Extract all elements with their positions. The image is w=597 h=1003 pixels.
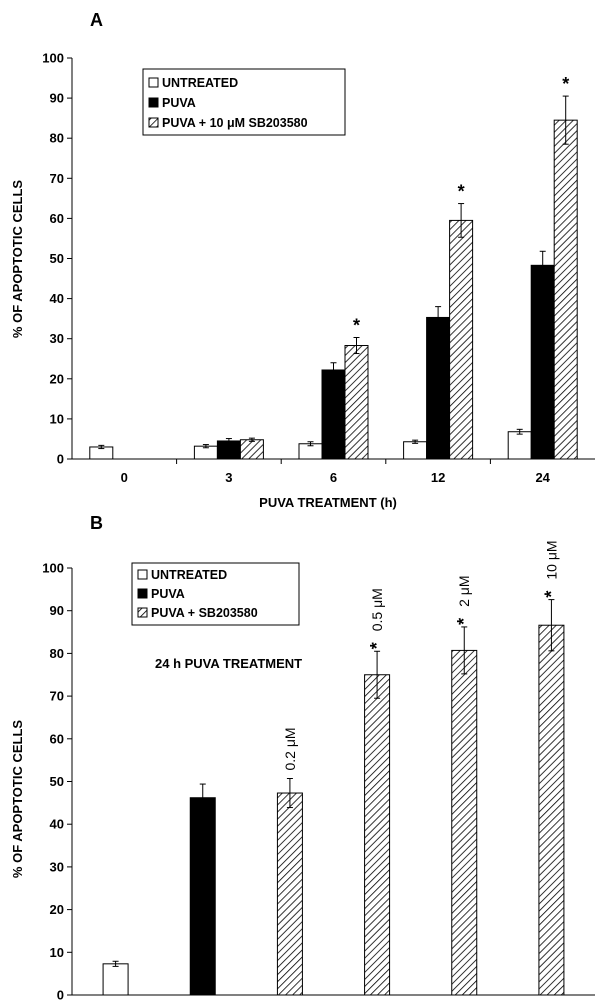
- bar-hatch-12: [449, 219, 474, 460]
- bar-white-24: [507, 431, 532, 460]
- y-tick-label: 50: [50, 774, 64, 789]
- concentration-label: 0.2 μM: [282, 727, 298, 770]
- y-tick-label: 40: [50, 291, 64, 306]
- legend-swatch-puva-sb: [148, 117, 159, 128]
- panel-b-letter: B: [90, 513, 103, 533]
- y-tick-label: 40: [50, 817, 64, 832]
- significance-star: *: [562, 74, 569, 94]
- legend-swatch-untreated: [148, 77, 159, 88]
- y-tick-label: 0: [57, 988, 64, 1003]
- y-tick-label: 20: [50, 371, 64, 386]
- bar-hatch-6: [344, 345, 369, 460]
- y-tick-label: 30: [50, 859, 64, 874]
- panel-a-axes: 0 10 20 30 40 50 60 70 80 90 100 0 3 6 12 24: [42, 51, 595, 485]
- bar-black-12: [426, 316, 451, 460]
- panel-b-axes: 0 10 20 30 40 50 60 70 80 90 100: [42, 561, 595, 1003]
- y-tick-label: 70: [50, 171, 64, 186]
- concentration-label: 2 μM: [456, 576, 472, 607]
- y-tick-label: 80: [50, 131, 64, 146]
- x-tick-label: 0: [121, 470, 128, 485]
- bar-black-6: [321, 369, 346, 460]
- bar-black-24: [530, 264, 555, 460]
- concentration-label: 0.5 μM: [369, 588, 385, 631]
- legend-label-puva-sb: PUVA + SB203580: [151, 606, 258, 620]
- y-tick-label: 0: [57, 452, 64, 467]
- panel-b-bars: 0.2 μM * 0.5 μM * 2 μM * 10 μM: [102, 540, 565, 996]
- panel-a-letter: A: [90, 10, 103, 30]
- panel-b-legend: UNTREATED PUVA PUVA + SB203580: [131, 562, 300, 626]
- legend-box: [142, 68, 346, 136]
- y-tick-label: 80: [50, 646, 64, 661]
- y-tick-label: 90: [50, 603, 64, 618]
- legend-label-puva: PUVA: [151, 587, 185, 601]
- bar-1: [189, 797, 216, 996]
- y-tick-label: 30: [50, 331, 64, 346]
- panel-b-annotation: 24 h PUVA TREATMENT: [155, 656, 302, 671]
- bar-5: [538, 624, 565, 996]
- x-tick-label: 6: [330, 470, 337, 485]
- y-tick-label: 20: [50, 902, 64, 917]
- x-tick-label: 24: [535, 470, 550, 485]
- legend-swatch-puva: [148, 97, 159, 108]
- significance-star: *: [353, 315, 360, 335]
- y-tick-label: 60: [50, 731, 64, 746]
- significance-star: *: [454, 618, 474, 625]
- bar-white-12: [403, 441, 428, 460]
- y-tick-label: 10: [50, 945, 64, 960]
- legend-label-puva-sb: PUVA + 10 μM SB203580: [162, 116, 308, 130]
- y-tick-label: 100: [42, 51, 64, 66]
- bar-4: [451, 649, 478, 996]
- y-tick-label: 60: [50, 211, 64, 226]
- bar-hatch-24: [553, 119, 578, 460]
- x-tick-label: 3: [225, 470, 232, 485]
- legend-swatch-puva-sb: [137, 607, 148, 618]
- bar-hatch-3: [239, 439, 264, 460]
- bar-3: [364, 674, 391, 996]
- y-tick-label: 100: [42, 561, 64, 576]
- panel-b-y-axis-title: % OF APOPTOTIC CELLS: [10, 720, 25, 879]
- significance-star: *: [541, 591, 561, 598]
- legend-swatch-untreated: [137, 569, 148, 580]
- legend-box: [131, 562, 300, 626]
- y-tick-label: 50: [50, 251, 64, 266]
- legend-label-untreated: UNTREATED: [151, 568, 227, 582]
- panel-a: A 0 10 20 30 40 50 60 70 80 90 100 0 3 6 12 24 * * * UNTR…: [10, 10, 595, 510]
- panel-a-y-axis-title: % OF APOPTOTIC CELLS: [10, 180, 25, 339]
- legend-label-untreated: UNTREATED: [162, 76, 238, 90]
- panel-a-x-axis-title: PUVA TREATMENT (h): [259, 495, 397, 510]
- concentration-label: 10 μM: [543, 540, 559, 579]
- panel-a-legend: UNTREATED PUVA PUVA + 10 μM SB203580: [142, 68, 346, 136]
- y-tick-label: 10: [50, 411, 64, 426]
- bar-0: [102, 963, 129, 996]
- y-tick-label: 90: [50, 91, 64, 106]
- significance-star: *: [458, 182, 465, 202]
- panel-b: B 0 10 20 30 40 50 60 70 80 90 100 0.2 μM * 0.5 μM * 2…: [10, 513, 595, 1003]
- legend-label-puva: PUVA: [162, 96, 196, 110]
- panel-a-bars: * * *: [89, 74, 578, 460]
- bar-2: [276, 792, 303, 996]
- x-tick-label: 12: [431, 470, 445, 485]
- legend-swatch-puva: [137, 588, 148, 599]
- y-tick-label: 70: [50, 689, 64, 704]
- significance-star: *: [367, 642, 387, 649]
